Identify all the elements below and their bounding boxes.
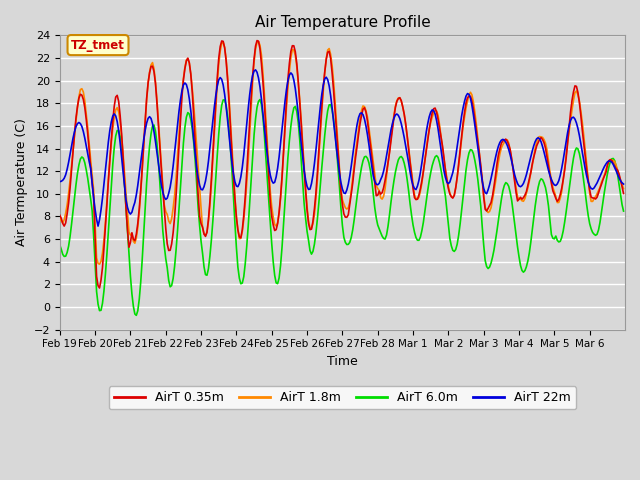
Text: TZ_tmet: TZ_tmet bbox=[71, 38, 125, 51]
X-axis label: Time: Time bbox=[327, 355, 358, 368]
Legend: AirT 0.35m, AirT 1.8m, AirT 6.0m, AirT 22m: AirT 0.35m, AirT 1.8m, AirT 6.0m, AirT 2… bbox=[109, 386, 576, 409]
Title: Air Temperature Profile: Air Temperature Profile bbox=[255, 15, 430, 30]
Y-axis label: Air Termperature (C): Air Termperature (C) bbox=[15, 119, 28, 246]
